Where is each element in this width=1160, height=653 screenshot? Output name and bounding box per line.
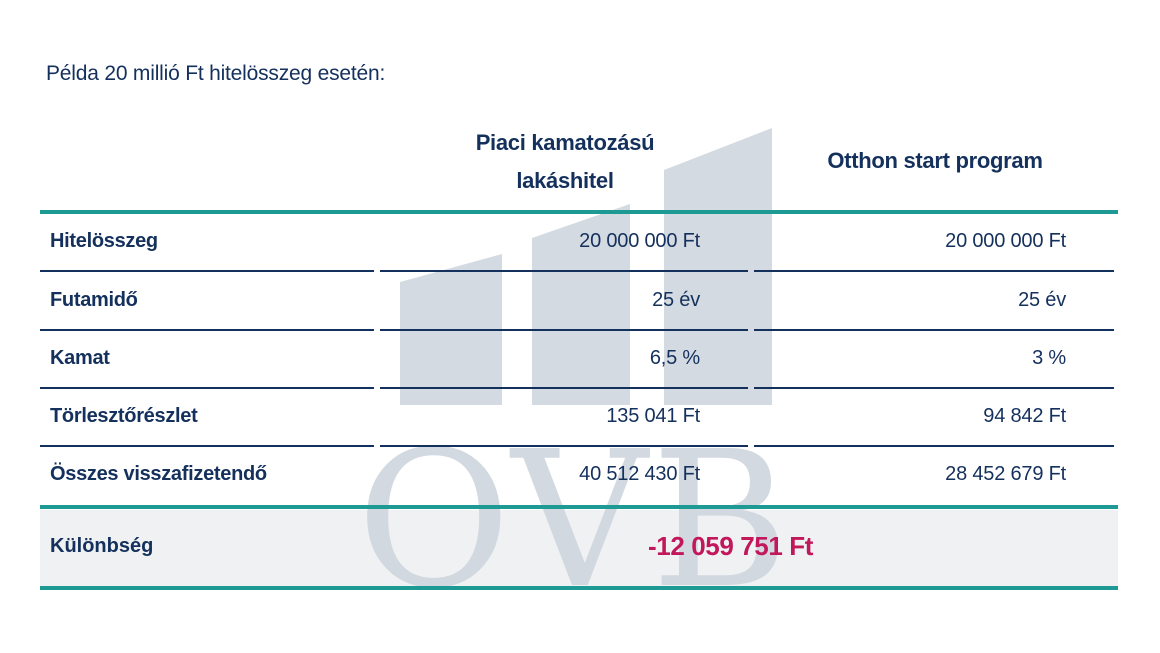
row-divider [754, 445, 1114, 447]
row-divider [380, 387, 748, 389]
cell-market-total-repayment: 40 512 430 Ft [579, 463, 700, 485]
row-divider [40, 387, 374, 389]
cell-otthon-loan-amount: 20 000 000 Ft [945, 230, 1066, 252]
intro-text: Példa 20 millió Ft hitelösszeg esetén: [46, 62, 386, 85]
cell-market-installment: 135 041 Ft [606, 405, 700, 427]
row-divider [754, 270, 1114, 272]
row-label-loan-amount: Hitelösszeg [50, 230, 158, 252]
column-header-otthon-start: Otthon start program [827, 148, 1043, 173]
row-divider [380, 329, 748, 331]
row-divider [40, 445, 374, 447]
row-label-interest: Kamat [50, 347, 110, 369]
column-header-market-loan-line1: Piaci kamatozású [475, 130, 655, 155]
row-divider [754, 387, 1114, 389]
cell-otthon-installment: 94 842 Ft [983, 405, 1066, 427]
row-label-installment: Törlesztőrészlet [50, 405, 198, 427]
table-middle-rule [40, 505, 1118, 509]
difference-row-background [40, 510, 1118, 586]
row-divider [380, 270, 748, 272]
cell-otthon-interest: 3 % [1032, 347, 1066, 369]
table-bottom-rule [40, 586, 1118, 590]
cell-market-interest: 6,5 % [649, 347, 700, 369]
cell-market-term: 25 év [652, 289, 700, 311]
difference-label: Különbség [50, 535, 154, 557]
table-top-rule [40, 210, 1118, 214]
row-divider [40, 270, 374, 272]
column-header-market-loan: Piaci kamatozású lakáshitel [420, 124, 710, 200]
cell-otthon-total-repayment: 28 452 679 Ft [945, 463, 1066, 485]
row-label-term: Futamidő [50, 289, 138, 311]
column-header-market-loan-line2: lakáshitel [516, 168, 614, 193]
row-label-total-repayment: Összes visszafizetendő [50, 463, 267, 485]
cell-otthon-term: 25 év [1018, 289, 1066, 311]
cell-market-loan-amount: 20 000 000 Ft [579, 230, 700, 252]
row-divider [40, 329, 374, 331]
row-divider [380, 445, 748, 447]
difference-value: -12 059 751 Ft [648, 531, 813, 561]
row-divider [754, 329, 1114, 331]
